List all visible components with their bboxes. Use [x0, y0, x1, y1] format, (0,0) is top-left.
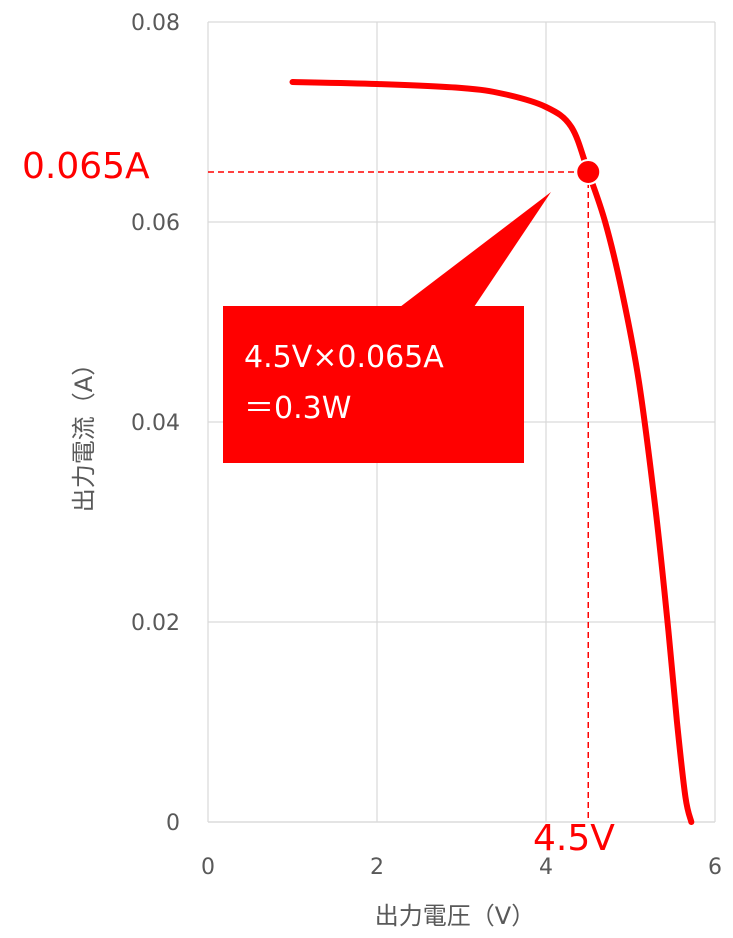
callout-pointer — [400, 192, 551, 307]
callout-line-2: ＝0.3W — [244, 391, 351, 426]
x-tick-label: 4 — [539, 855, 553, 880]
y-tick-label: 0.02 — [131, 611, 180, 636]
current-annotation-label: 0.065A — [22, 146, 150, 187]
series-line — [289, 79, 695, 825]
y-tick-label: 0.08 — [131, 11, 180, 36]
highlight-point — [575, 159, 602, 185]
y-tick-label: 0.04 — [131, 411, 180, 436]
series-layer — [289, 79, 695, 825]
callout-box — [223, 306, 524, 463]
x-tick-labels: 0 2 4 6 — [201, 855, 722, 880]
x-tick-label: 0 — [201, 855, 215, 880]
y-tick-label: 0.06 — [131, 211, 180, 236]
x-axis-title: 出力電圧（V） — [375, 902, 535, 930]
callout-line-1: 4.5V×0.065A — [244, 340, 444, 375]
voltage-annotation-label: 4.5V — [533, 818, 615, 859]
x-tick-label: 6 — [708, 855, 722, 880]
axes — [207, 22, 715, 823]
y-tick-labels: 0 0.02 0.04 0.06 0.08 — [131, 11, 180, 836]
x-tick-label: 2 — [370, 855, 384, 880]
guide-lines — [208, 159, 602, 822]
y-axis-title: 出力電流（A） — [70, 352, 98, 512]
y-tick-label: 0 — [166, 811, 180, 836]
